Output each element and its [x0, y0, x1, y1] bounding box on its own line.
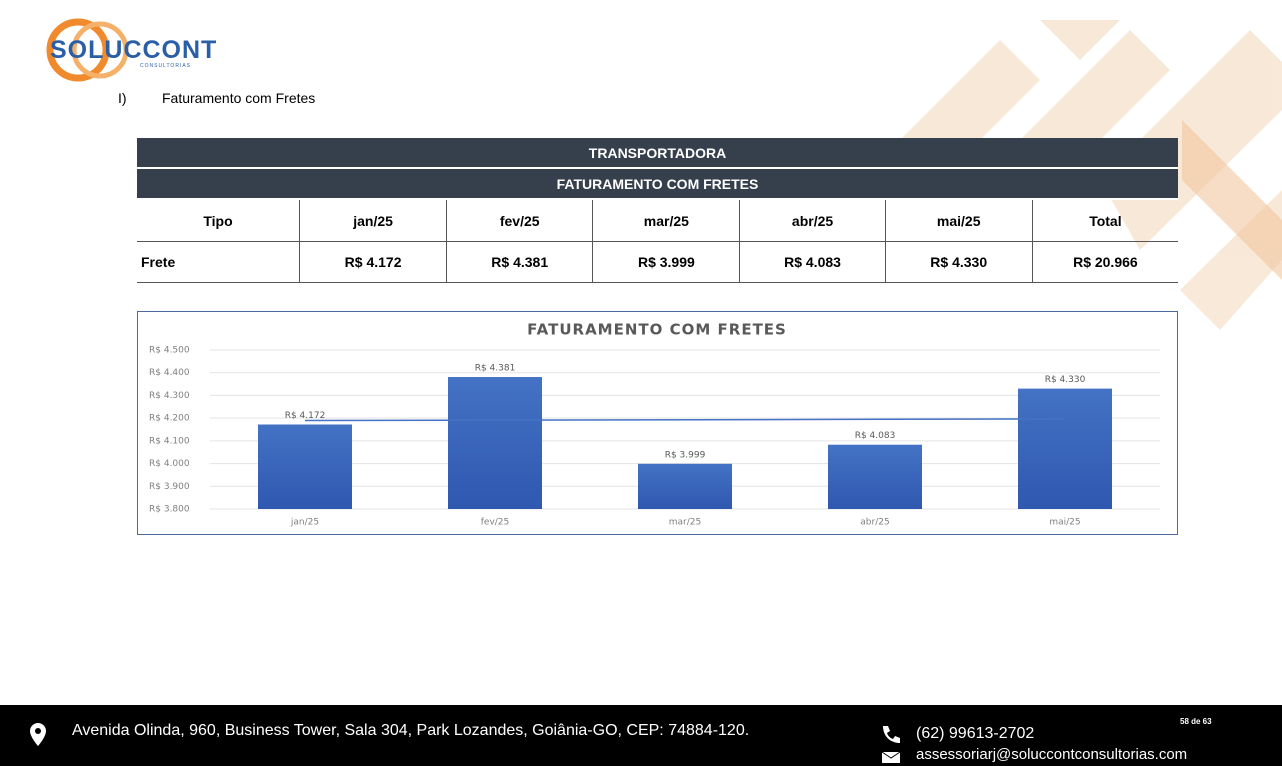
chart-title: FATURAMENTO COM FRETES: [527, 321, 787, 339]
revenue-table: TRANSPORTADORA FATURAMENTO COM FRETES Tipo…: [137, 138, 1178, 283]
y-tick-label: R$ 4.500: [149, 346, 190, 356]
column-header: Tipo: [137, 199, 300, 242]
trend-line: [304, 418, 1066, 422]
section-number: I): [118, 90, 127, 106]
header-row: Tipo jan/25 fev/25 mar/25 abr/25 mai/25 Total: [137, 199, 1178, 242]
cell: R$ 4.172: [299, 241, 448, 283]
title-row: TRANSPORTADORA: [137, 138, 1178, 169]
logo-name: SOLUCCONT: [50, 36, 218, 64]
cell: R$ 4.083: [739, 241, 886, 283]
x-tick-label: mai/25: [1049, 518, 1080, 528]
column-header: abr/25: [739, 199, 886, 242]
cell: R$ 3.999: [592, 241, 741, 283]
data-label: R$ 4.172: [285, 411, 326, 421]
cell: R$ 20.966: [1032, 241, 1178, 283]
footer-address: Avenida Olinda, 960, Business Tower, Sal…: [72, 722, 750, 739]
bar: [638, 463, 732, 509]
bar: [448, 377, 542, 509]
bar: [1018, 388, 1112, 509]
x-tick-label: jan/25: [290, 518, 319, 528]
location-icon: [30, 723, 46, 746]
y-tick-label: R$ 3.900: [149, 482, 190, 492]
column-header: fev/25: [446, 199, 594, 242]
column-header: mai/25: [885, 199, 1033, 242]
bar: [828, 444, 922, 509]
column-header: mar/25: [592, 199, 741, 242]
x-tick-label: mar/25: [669, 518, 701, 528]
table-title: TRANSPORTADORA: [137, 138, 1178, 169]
y-tick-label: R$ 4.200: [149, 414, 190, 424]
y-tick-label: R$ 4.000: [149, 459, 190, 469]
chart: FATURAMENTO COM FRETES R$ 3.800 R$ 3.900 R…: [149, 321, 1160, 528]
table-subtitle: FATURAMENTO COM FRETES: [137, 168, 1178, 200]
footer-email: assessoriarj@soluccontconsultorias.com: [916, 746, 1188, 763]
page-number: 58 de 63: [1180, 717, 1212, 726]
section-title: Faturamento com Fretes: [162, 90, 316, 106]
logo-subtitle: CONSULTORIAS: [140, 63, 191, 69]
title-row: FATURAMENTO COM FRETES: [137, 168, 1178, 200]
data-label: R$ 4.083: [855, 431, 896, 441]
data-row: Frete R$ 4.172 R$ 4.381 R$ 3.999 R$ 4.083 R$ …: [137, 241, 1178, 283]
y-tick-label: R$ 4.100: [149, 436, 190, 446]
y-tick-label: R$ 4.300: [149, 391, 190, 401]
y-tick-label: R$ 4.400: [149, 368, 190, 378]
logo-mark: [46, 18, 129, 82]
data-label: R$ 3.999: [665, 450, 706, 460]
cell: R$ 4.381: [446, 241, 594, 283]
cell: Frete: [137, 241, 300, 283]
cell: R$ 4.330: [885, 241, 1033, 283]
data-label: R$ 4.330: [1045, 375, 1086, 385]
y-tick-label: R$ 3.800: [149, 505, 190, 515]
chart-frame: [137, 311, 1178, 535]
bar: [258, 424, 352, 509]
footer-phone: (62) 99613-2702: [916, 725, 1035, 742]
x-tick-label: fev/25: [481, 518, 510, 528]
contact-icons: [881, 726, 901, 763]
x-tick-label: abr/25: [860, 518, 889, 528]
data-label: R$ 4.381: [475, 364, 516, 374]
footer: [0, 705, 1282, 766]
column-header: jan/25: [299, 199, 448, 242]
column-header: Total: [1032, 199, 1178, 242]
